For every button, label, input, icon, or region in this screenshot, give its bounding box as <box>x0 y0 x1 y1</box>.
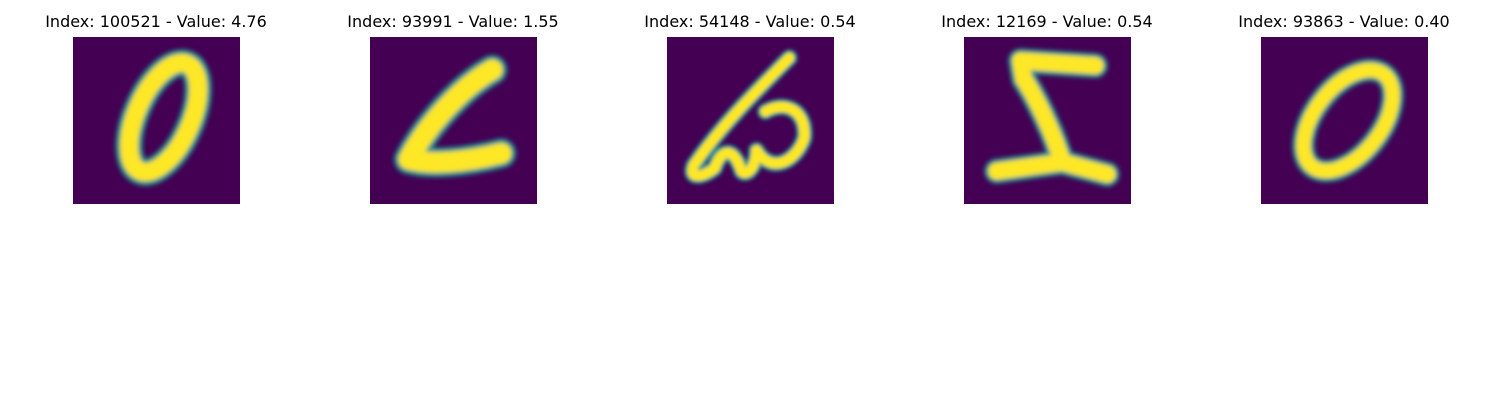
subplot-3: Index: 54148 - Value: 0.54 <box>620 0 880 210</box>
subplot-title: Index: 93863 - Value: 0.40 <box>1238 12 1450 31</box>
digit-image <box>667 37 834 204</box>
subplot-title: Index: 54148 - Value: 0.54 <box>644 12 856 31</box>
digit-image <box>73 37 240 204</box>
subplot-4: Index: 12169 - Value: 0.54 <box>917 0 1177 210</box>
subplot-title: Index: 100521 - Value: 4.76 <box>45 12 267 31</box>
subplot-2: Index: 93991 - Value: 1.55 <box>323 0 583 210</box>
digit-image <box>1261 37 1428 204</box>
subplot-5: Index: 93863 - Value: 0.40 <box>1214 0 1474 210</box>
subplot-title: Index: 12169 - Value: 0.54 <box>941 12 1153 31</box>
digit-image <box>964 37 1131 204</box>
subplot-1: Index: 100521 - Value: 4.76 <box>26 0 286 210</box>
digit-image <box>370 37 537 204</box>
subplot-title: Index: 93991 - Value: 1.55 <box>347 12 559 31</box>
